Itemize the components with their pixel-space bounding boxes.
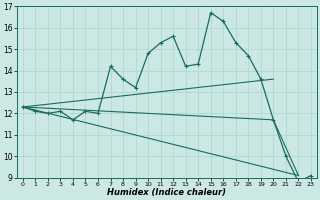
X-axis label: Humidex (Indice chaleur): Humidex (Indice chaleur)	[108, 188, 226, 197]
